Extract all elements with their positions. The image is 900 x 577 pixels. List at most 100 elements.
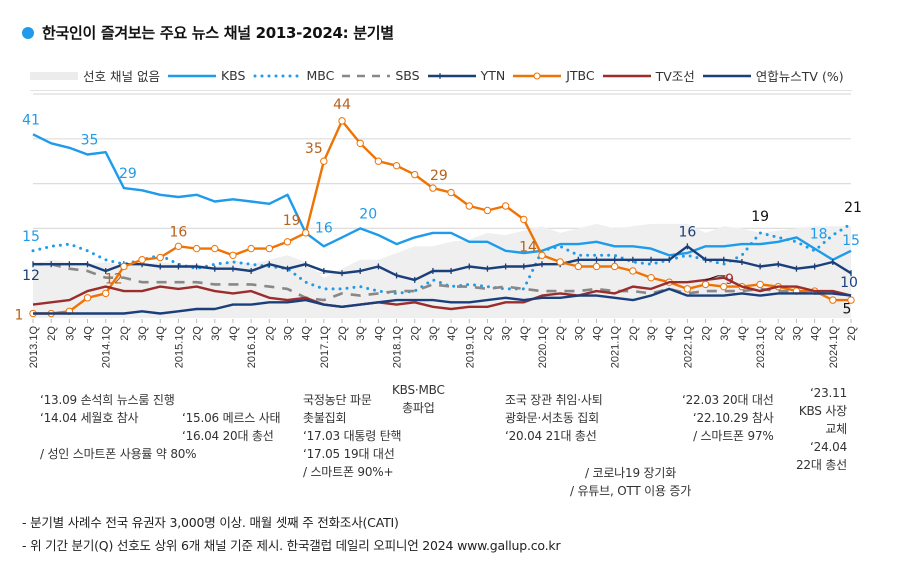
series-yna: [33, 287, 852, 315]
x-tick-label: 3Q: [573, 326, 585, 341]
data-label: 10: [840, 275, 858, 291]
data-point: [556, 258, 564, 266]
legend-swatch-kbs-icon: [167, 74, 216, 77]
series-kbs: [32, 133, 852, 261]
footnote-source: - 위 기간 분기(Q) 선호도 상위 6개 채널 기준 제시. 한국갤럽 데일…: [22, 538, 561, 553]
data-point: [229, 251, 237, 259]
data-point: [829, 296, 837, 304]
legend-item-ytn: YTN: [427, 68, 506, 83]
x-tick-label: 2023.1Q: [755, 326, 767, 369]
data-point: [411, 170, 419, 179]
data-label: 18: [810, 227, 828, 243]
x-tick-label: 2Q: [701, 326, 713, 341]
data-point: [592, 262, 601, 271]
data-label: 12: [22, 268, 40, 284]
data-label: 16: [678, 224, 696, 240]
x-tick-label: 3Q: [646, 326, 658, 341]
x-tick-label: 3Q: [501, 326, 513, 341]
legend-label: 연합뉴스TV (%): [755, 69, 844, 84]
x-tick-label: 3Q: [210, 326, 222, 341]
annotation-2019-2020: 조국 장관 취임·사퇴 광화문·서초동 집회 ‘20.04 21대 총선: [505, 393, 603, 443]
data-label: 35: [81, 132, 99, 148]
data-point: [156, 253, 164, 262]
legend-item-tvchosun: TV조선: [602, 66, 695, 85]
legend-label: 선호 채널 없음: [83, 69, 160, 84]
x-tick-label: 2Q: [46, 326, 58, 341]
x-tick-label: 4Q: [519, 326, 531, 341]
data-point: [429, 184, 437, 192]
data-label: 5: [843, 302, 852, 318]
x-tick-label: 2Q: [337, 326, 349, 341]
chart-title: 한국인이 즐겨보는 주요 뉴스 채널 2013-2024: 분기별: [22, 22, 394, 43]
x-tick-label: 4Q: [373, 326, 385, 341]
series-line-sbs: [33, 262, 852, 302]
data-label: 19: [283, 213, 301, 229]
x-tick-label: 2015.1Q: [173, 326, 185, 369]
annotation-covid-ott: / 코로나19 장기화 / 유튜브, OTT 이용 증가: [570, 466, 692, 498]
data-point: [338, 117, 346, 125]
annotation-2015-2016: ‘15.06 메르스 사태 ‘16.04 20대 총선: [182, 411, 281, 443]
x-tick-label: 2Q: [846, 326, 858, 341]
data-point: [483, 206, 492, 215]
data-point: [683, 285, 692, 293]
annotation-kbs-mbc-strike: KBS·MBC 총파업: [392, 383, 445, 415]
series-line-yna: [33, 287, 852, 315]
data-label: 9: [725, 272, 734, 288]
data-label: 29: [430, 168, 448, 184]
data-label: 41: [22, 112, 40, 128]
x-tick-label: 2Q: [410, 326, 422, 341]
x-tick-label: 4Q: [737, 326, 749, 341]
data-point: [211, 244, 219, 253]
x-tick-label: 3Q: [137, 326, 149, 341]
data-point: [720, 282, 728, 291]
data-point: [610, 262, 619, 271]
data-point: [629, 267, 637, 275]
x-tick-label: 2Q: [192, 326, 204, 341]
x-tick-label: 2Q: [628, 326, 640, 341]
chart-title-text: 한국인이 즐겨보는 주요 뉴스 채널 2013-2024: 분기별: [42, 24, 394, 42]
x-tick-label: 2016.1Q: [246, 326, 258, 369]
legend-label: JTBC: [566, 68, 595, 83]
data-point: [120, 262, 128, 271]
annotation-2013-2014: ‘13.09 손석희 뉴스룸 진행 ‘14.04 세월호 참사: [40, 393, 175, 425]
data-point: [847, 296, 855, 304]
x-tick-label: 2024.1Q: [828, 326, 840, 369]
legend-swatch-mbc-icon: [253, 74, 302, 77]
x-tick-label: 2019.1Q: [464, 326, 476, 369]
x-tick-label: 3Q: [282, 326, 294, 341]
x-tick-label: 4Q: [155, 326, 167, 341]
legend-swatch-jtbc-icon: [513, 72, 562, 79]
legend-label: YTN: [480, 68, 506, 83]
x-tick-label: 2013.1Q: [28, 326, 40, 369]
x-tick-label: 2Q: [119, 326, 131, 341]
x-tick-label: 2Q: [555, 326, 567, 341]
data-label: 12: [105, 271, 123, 287]
legend-swatch-tvchosun-icon: [602, 74, 651, 77]
data-labels: 41 35 29 16 20 18 15 15 19 21 12 16 10 1 12 16 19 35 44 29 1…: [15, 97, 862, 324]
data-label: 15: [22, 229, 40, 245]
legend-swatch-ytn-icon: [427, 72, 476, 79]
legend-divider: [30, 90, 852, 91]
x-tick-label: 2Q: [773, 326, 785, 341]
series-line-kbs: [32, 133, 852, 261]
x-tick-label: 2018.1Q: [392, 326, 404, 369]
legend: 선호 채널 없음 KBS MBC SBS YTN JTBC TV조선 연합뉴스T…: [30, 66, 852, 85]
x-tick-label: 3Q: [791, 326, 803, 341]
data-label: 16: [170, 224, 188, 240]
x-tick-label: 2020.1Q: [537, 326, 549, 369]
legend-item-yonhap: 연합뉴스TV (%): [702, 66, 844, 85]
data-label: 19: [751, 209, 769, 225]
x-tick-label: 4Q: [446, 326, 458, 341]
x-tick-label: 2022.1Q: [682, 326, 694, 369]
legend-item-sbs: SBS: [342, 68, 420, 83]
data-label: 1: [15, 308, 24, 324]
data-point: [102, 289, 110, 298]
data-point: [320, 157, 328, 165]
legend-item-kbs: KBS: [167, 68, 245, 83]
title-bullet-icon: [22, 26, 34, 39]
x-tick-label: 2Q: [482, 326, 494, 341]
x-axis: 2013.1Q 2Q 3Q 4Q 2014.1Q 2Q 3Q 4Q 2015.1Q 2Q 3Q 4Q 2…: [28, 319, 858, 368]
series-jtbc: [29, 117, 855, 318]
x-tick-label: 2Q: [264, 326, 276, 341]
data-point: [374, 157, 383, 165]
